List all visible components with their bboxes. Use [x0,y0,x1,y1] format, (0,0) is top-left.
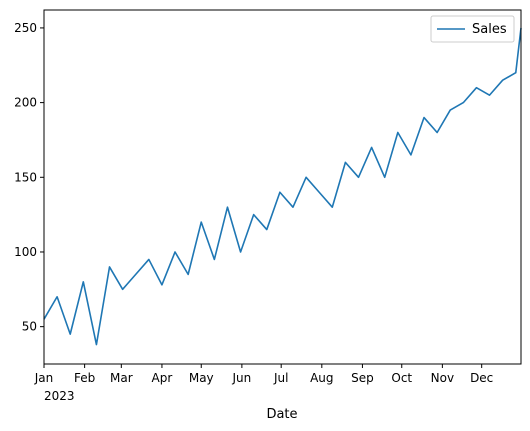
x-tick-label: Jun [232,371,252,385]
x-tick-label: Feb [74,371,95,385]
legend-box [430,15,515,43]
x-tick-year-label: 2023 [44,389,75,403]
y-axis: 50 100 150 200 250 [14,21,44,334]
legend: Sales [430,15,515,43]
x-tick-label: Apr [152,371,173,385]
y-tick-label: 150 [14,170,37,184]
x-tick-label: Oct [391,371,412,385]
legend-label: Sales [472,22,507,37]
plot-frame [43,9,522,365]
x-tick-label: Jan [34,371,54,385]
x-tick-label: May [189,371,214,385]
x-tick-label: Sep [351,371,374,385]
x-tick-label: Aug [310,371,333,385]
x-tick-label: Jul [273,371,288,385]
y-tick-label: 200 [14,96,37,110]
x-tick-label: Mar [110,371,133,385]
series-line-sales [43,27,522,346]
y-tick-label: 50 [22,320,37,334]
y-tick-label: 100 [14,245,37,259]
x-axis-label: Date [266,407,297,422]
x-tick-label: Nov [431,371,454,385]
x-axis: Jan 2023 Feb Mar Apr May Jun Jul Aug Sep Oct Nov Dec [34,364,493,403]
x-tick-label: Dec [470,371,493,385]
y-tick-label: 250 [14,21,37,35]
plot-lines [43,27,522,346]
